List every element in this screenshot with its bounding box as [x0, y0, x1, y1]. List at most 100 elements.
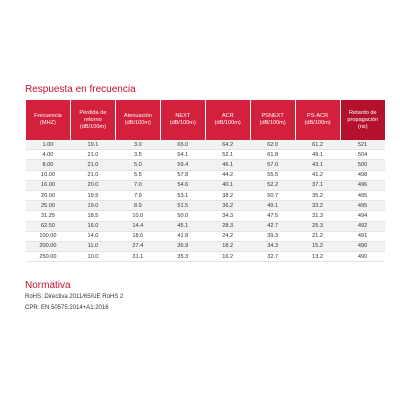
table-cell: 498 [340, 170, 385, 181]
table-cell: 8.9 [115, 200, 161, 212]
table-cell: 490 [340, 251, 385, 263]
table-cell: 54.6 [160, 180, 206, 191]
column-header: PS-ACR (dB/100m) [294, 100, 341, 140]
column-header: Pérdida de retorno (dB/100m) [69, 100, 116, 140]
table-cell: 64.2 [205, 140, 251, 151]
column-header: Frecuencia (MHZ) [25, 100, 71, 140]
table-cell: 21.0 [70, 159, 116, 171]
table-cell: 16.0 [70, 221, 116, 232]
table-cell: 21.0 [70, 149, 116, 161]
table-cell: 28.3 [205, 221, 251, 232]
table-cell: 47.5 [250, 210, 296, 222]
table-cell: 7.9 [115, 190, 161, 202]
table-cell: 25.3 [295, 221, 341, 232]
table-cell: 50.0 [160, 210, 206, 222]
table-cell: 34.3 [250, 241, 296, 253]
table-row: 20.00 19.5 7.9 53.1 38.2 50.7 35.2 495 [25, 190, 385, 202]
table-cell: 32.7 [250, 251, 296, 263]
table-row: 4.00 21.0 3.5 64.1 52.1 61.8 49.1 504 [25, 149, 385, 161]
table-cell: 43.1 [295, 159, 341, 171]
column-header: Atenuación (dB/100m) [114, 100, 161, 140]
table-cell: 53.1 [160, 190, 206, 202]
table-cell: 495 [340, 200, 385, 212]
table-row: 8.00 21.0 5.0 59.4 46.1 57.0 43.1 500 [25, 159, 385, 171]
section-title: Respuesta en frecuencia [25, 84, 136, 95]
table-cell: 5.0 [115, 159, 161, 171]
table-row: 31.25 18.5 10.0 50.0 34.3 47.5 31.3 494 [25, 210, 385, 222]
table-cell: 34.3 [205, 210, 251, 222]
table-cell: 4.00 [25, 149, 71, 161]
table-cell: 41.8 [160, 231, 206, 242]
table-cell: 500 [340, 159, 385, 171]
table-row: 25.00 19.0 8.9 51.5 36.2 49.1 33.2 495 [25, 200, 385, 212]
table-cell: 20.00 [25, 190, 71, 202]
normativa-line: RoHS: Directiva 2011/65/UE RoHS 2 [25, 294, 124, 300]
table-cell: 14.0 [70, 231, 116, 242]
table-cell: 16.00 [25, 180, 71, 191]
table-cell: 100.00 [25, 231, 71, 242]
table-cell: 31.25 [25, 210, 71, 222]
column-header: Retardo de propagación (ns) [339, 100, 385, 140]
table-row: 10.00 21.0 5.5 57.8 44.2 55.5 41.2 498 [25, 170, 385, 181]
table-cell: 61.8 [250, 149, 296, 161]
table-cell: 10.00 [25, 170, 71, 181]
table-cell: 35.2 [295, 190, 341, 202]
table-cell: 59.4 [160, 159, 206, 171]
table-cell: 31.3 [295, 210, 341, 222]
table-cell: 41.2 [295, 170, 341, 181]
table-cell: 44.2 [205, 170, 251, 181]
column-header: PSNEXT (dB/100m) [249, 100, 296, 140]
table-cell: 18.6 [115, 231, 161, 242]
table-cell: 36.2 [205, 200, 251, 212]
table-cell: 21.0 [70, 170, 116, 181]
table-cell: 52.2 [250, 180, 296, 191]
table-cell: 495 [340, 190, 385, 202]
table-cell: 491 [340, 231, 385, 242]
column-header: NEXT (dB/100m) [159, 100, 206, 140]
table-cell: 13.2 [295, 251, 341, 263]
table-cell: 15.2 [295, 241, 341, 253]
table-cell: 38.2 [205, 190, 251, 202]
table-cell: 37.1 [295, 180, 341, 191]
table-cell: 45.1 [160, 221, 206, 232]
table-row: 250.00 10.0 31.1 35.3 16.2 32.7 13.2 490 [25, 251, 385, 263]
table-cell: 10.0 [70, 251, 116, 263]
table-cell: 62.0 [250, 140, 296, 151]
table-cell: 62.50 [25, 221, 71, 232]
table-cell: 64.1 [160, 149, 206, 161]
table-cell: 25.00 [25, 200, 71, 212]
table-cell: 31.1 [115, 251, 161, 263]
table-cell: 521 [340, 140, 385, 151]
table-cell: 200.00 [25, 241, 71, 253]
table-cell: 7.0 [115, 180, 161, 191]
table-row: 200.00 11.0 27.4 36.9 18.2 34.3 15.2 490 [25, 241, 385, 253]
table-cell: 10.0 [115, 210, 161, 222]
table-cell: 492 [340, 221, 385, 232]
table-cell: 496 [340, 180, 385, 191]
table-cell: 250.00 [25, 251, 71, 263]
table-cell: 61.2 [295, 140, 341, 151]
table-cell: 18.2 [205, 241, 251, 253]
table-cell: 39.3 [250, 231, 296, 242]
table-cell: 51.5 [160, 200, 206, 212]
table-row: 100.00 14.0 18.6 41.8 24.2 39.3 21.2 491 [25, 231, 385, 242]
table-cell: 490 [340, 241, 385, 253]
table-cell: 46.1 [205, 159, 251, 171]
table-cell: 5.5 [115, 170, 161, 181]
table-cell: 42.7 [250, 221, 296, 232]
normativa-title: Normativa [25, 280, 71, 291]
table-cell: 20.0 [70, 180, 116, 191]
table-cell: 18.5 [70, 210, 116, 222]
table-cell: 36.9 [160, 241, 206, 253]
header-row: Frecuencia (MHZ) Pérdida de retorno (dB/1… [25, 100, 385, 140]
table-cell: 49.1 [250, 200, 296, 212]
table-cell: 35.3 [160, 251, 206, 263]
table-cell: 504 [340, 149, 385, 161]
table-cell: 57.8 [160, 170, 206, 181]
table-cell: 49.1 [295, 149, 341, 161]
table-cell: 494 [340, 210, 385, 222]
table-cell: 19.5 [70, 190, 116, 202]
table-cell: 52.1 [205, 149, 251, 161]
table-row: 1.00 19.1 3.0 65.0 64.2 62.0 61.2 521 [25, 140, 385, 151]
